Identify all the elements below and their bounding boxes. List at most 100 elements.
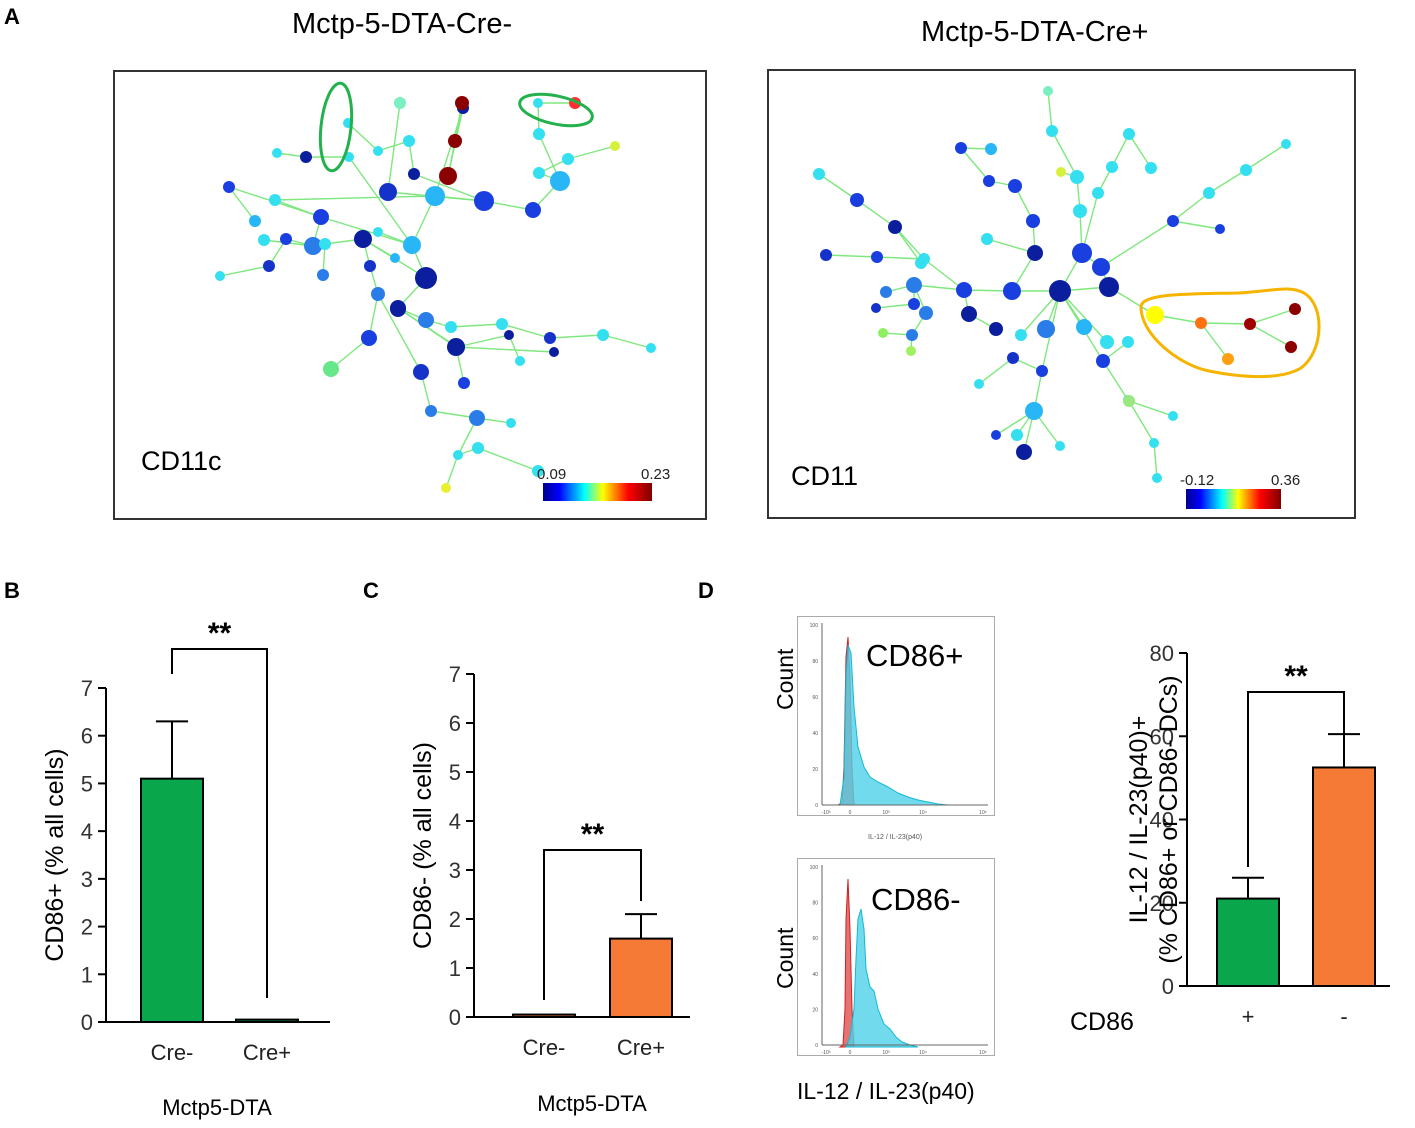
tree-node — [1123, 128, 1135, 140]
tree-node — [453, 450, 463, 460]
significance-bracket — [171, 648, 268, 998]
tree-node — [474, 191, 494, 211]
y-tick-label: 7 — [81, 676, 93, 701]
colorbar-min-right: -0.12 — [1180, 472, 1215, 489]
tree-node — [319, 238, 331, 250]
y-tick-label: 40 — [1150, 808, 1174, 833]
tree-node — [562, 153, 574, 165]
y-tick-label: 20 — [1150, 891, 1174, 916]
tree-node — [415, 267, 437, 289]
tree-node — [458, 377, 470, 389]
histogram-bottom-label: CD86- — [871, 882, 961, 917]
tree-edge — [1051, 130, 1078, 178]
tree-edge — [413, 173, 485, 202]
tree-node — [532, 465, 544, 477]
histogram-top-ylabel: Count — [772, 648, 798, 710]
tree-node — [317, 269, 329, 281]
tree-node — [961, 306, 977, 322]
significance-stars: ** — [208, 617, 232, 650]
tree-node — [646, 343, 656, 353]
tree-edge — [330, 337, 370, 370]
significance-stars: ** — [1284, 660, 1308, 693]
y-tick-label: 0 — [1162, 974, 1174, 999]
tree-node — [373, 146, 383, 156]
y-tick-label: 0 — [449, 1005, 461, 1030]
tree-node — [1145, 162, 1157, 174]
tree-edge — [1245, 143, 1287, 171]
tree-node — [373, 227, 383, 237]
hist-y-tick-label: 60 — [812, 936, 818, 942]
tree-edge — [456, 346, 555, 353]
tree-node — [1146, 306, 1164, 324]
tree-edge — [1172, 192, 1210, 222]
map-right-title: Mctp-5-DTA-Cre+ — [921, 16, 1149, 48]
hist-x-tick-label: 10³ — [882, 810, 890, 815]
x-tick-label: Cre- — [523, 1035, 566, 1060]
tree-left-svg — [215, 81, 656, 501]
tree-node — [1043, 86, 1053, 96]
tree-edge — [347, 122, 379, 152]
tree-node — [1056, 167, 1066, 177]
chart-d: 0 20 40 60 80 + - ** IL-12 / IL-23(p40)+ (% CD86+… — [1070, 641, 1390, 1036]
tree-edge — [1047, 90, 1053, 132]
histogram-cd86-neg: 100 80 60 40 20 0 -10³ 0 10³ 10⁴ 10⁵ — [797, 858, 995, 1056]
tree-node — [544, 332, 556, 344]
tree-node — [364, 260, 376, 272]
tree-edge — [602, 334, 652, 349]
tree-node — [223, 181, 235, 193]
tree-edge — [1128, 400, 1155, 444]
tree-node — [1099, 277, 1119, 297]
tree-edge — [875, 303, 915, 309]
tree-node — [533, 167, 545, 179]
tree-edge — [825, 254, 878, 258]
tree-node — [215, 271, 225, 281]
tree-node — [1007, 352, 1019, 364]
tree-edge — [923, 258, 965, 291]
y-tick-label: 5 — [449, 760, 461, 785]
tree-node — [403, 135, 415, 147]
tree-node — [1070, 170, 1084, 184]
highlight-ellipse — [518, 92, 594, 128]
tree-node — [1195, 317, 1207, 329]
tree-edge — [960, 147, 990, 182]
tree-node — [1092, 187, 1104, 199]
x-tick-label: Cre- — [151, 1040, 194, 1065]
marker-label-left: CD11c — [141, 446, 222, 476]
tree-node — [425, 186, 445, 206]
tree-node — [323, 361, 339, 377]
tree-node — [1106, 161, 1118, 173]
x-tick-label: - — [1340, 1004, 1347, 1029]
tree-node — [956, 282, 972, 298]
tree-node — [1003, 282, 1021, 300]
tree-node — [533, 128, 545, 140]
tree-node — [313, 209, 329, 225]
tree-node — [379, 183, 397, 201]
colorbar-min-left: 0.09 — [537, 466, 567, 483]
hist-y-tick-label: 0 — [815, 1043, 818, 1049]
hist-x-tick-label: 10³ — [882, 1050, 890, 1055]
y-tick-label: 80 — [1150, 641, 1174, 666]
tree-edge — [274, 195, 436, 201]
bar — [1312, 766, 1376, 987]
x-axis-label: Mctp5-DTA — [162, 1095, 272, 1120]
highlight-outline — [1139, 287, 1321, 379]
tree-node — [1240, 164, 1252, 176]
tree-edge — [1249, 308, 1296, 325]
highlight-ellipse — [318, 81, 354, 173]
map-left-title: Mctp-5-DTA-Cre- — [292, 8, 513, 40]
tree-edge — [1208, 169, 1247, 194]
y-tick-label: 6 — [449, 711, 461, 736]
tree-node — [1149, 438, 1159, 448]
tree-node — [1167, 215, 1179, 227]
y-tick-label: 3 — [81, 867, 93, 892]
tree-node — [300, 151, 312, 163]
hist-y-tick-label: 20 — [812, 767, 818, 773]
x-axis-label: CD86 — [1070, 1008, 1134, 1036]
y-tick-label: 3 — [449, 858, 461, 883]
tree-node — [1285, 341, 1297, 353]
hist-x-tick-label: -10³ — [822, 810, 831, 815]
bar — [512, 1013, 576, 1018]
tree-edge — [456, 334, 510, 348]
tree-edge — [348, 156, 413, 246]
tree-edge — [1200, 322, 1229, 360]
